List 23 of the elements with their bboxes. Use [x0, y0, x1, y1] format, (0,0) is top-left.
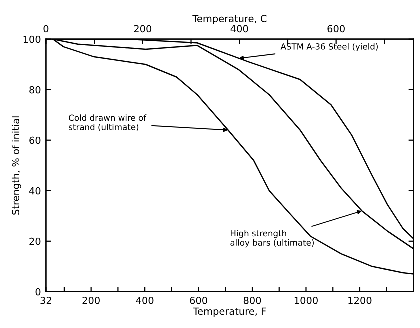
x-tick-label: 1000 — [294, 296, 318, 304]
x2-tick-label: 600 — [328, 25, 345, 33]
annotation: Cold drawn wire of strand (ultimate) — [69, 114, 147, 132]
y-tick-label: 100 — [24, 36, 41, 44]
y-axis-title: Strength, % of initial — [12, 116, 22, 215]
x2-tick-label: 200 — [134, 25, 152, 33]
x2-tick-label: 400 — [230, 25, 248, 33]
x-tick-label: 32 — [40, 296, 52, 304]
y-tick-label: 0 — [36, 288, 41, 296]
y-tick-label: 20 — [30, 238, 41, 246]
x-axis-title: Temperature, F — [193, 308, 266, 317]
x-tick-label: 400 — [136, 296, 154, 304]
x2-axis-title: Temperature, C — [192, 15, 267, 24]
annotation: High strength alloy bars (ultimate) — [230, 230, 314, 248]
x-tick-label: 600 — [190, 296, 208, 304]
y-tick-label: 80 — [30, 86, 41, 94]
annotation: ASTM A-36 Steel (yield) — [280, 43, 378, 52]
y-tick-label: 40 — [29, 187, 41, 195]
x2-tick-label: 0 — [44, 25, 49, 33]
x-tick-label: 800 — [244, 296, 262, 304]
x-tick-label: 1200 — [348, 296, 372, 304]
x-tick-label: 200 — [82, 296, 100, 304]
y-tick-label: 60 — [30, 136, 41, 144]
